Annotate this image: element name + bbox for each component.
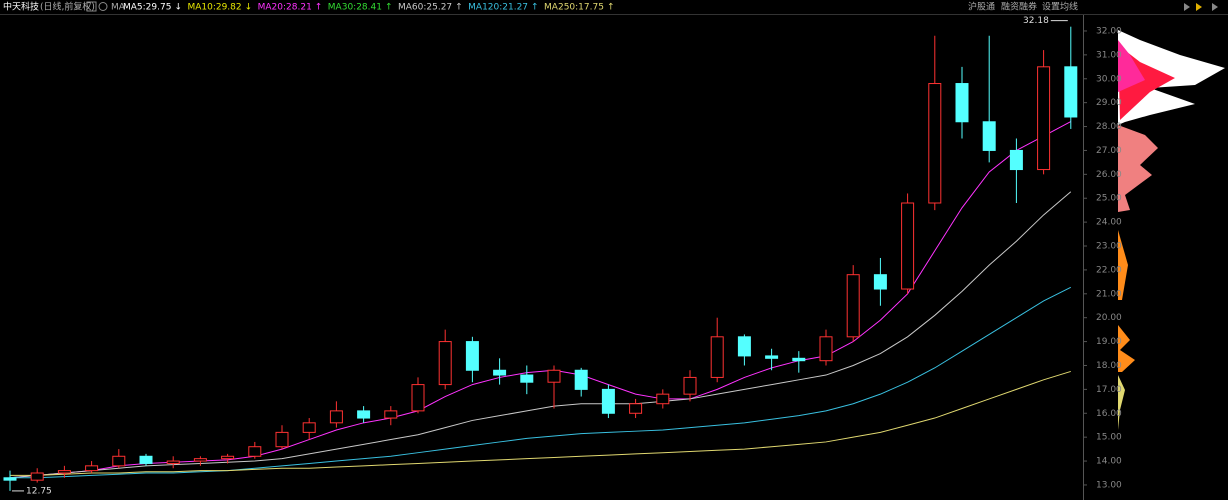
candle-body bbox=[193, 458, 207, 462]
candle-body bbox=[139, 455, 153, 464]
candle-body bbox=[30, 472, 44, 481]
candle-body bbox=[465, 341, 479, 371]
legend-arrow: ↓ bbox=[245, 3, 253, 13]
legend-entry: MA20:28.21 bbox=[258, 3, 312, 13]
candle-body bbox=[166, 460, 180, 464]
legend-entry: MA30:28.41 bbox=[328, 3, 382, 13]
candle-body bbox=[1064, 66, 1078, 118]
candle-body bbox=[629, 403, 643, 414]
candle-body bbox=[438, 341, 452, 386]
y-tick-label: 27.00 bbox=[1096, 146, 1122, 156]
y-tick-label: 29.00 bbox=[1096, 98, 1122, 108]
annotation: 32.18 bbox=[1023, 16, 1049, 26]
y-tick-label: 14.00 bbox=[1096, 457, 1122, 467]
candle-body bbox=[819, 336, 833, 362]
legend-entry: MA60:25.27 bbox=[398, 3, 452, 13]
candle-body bbox=[3, 477, 17, 481]
candle-body bbox=[846, 274, 860, 338]
candle-body bbox=[955, 83, 969, 123]
candle-body bbox=[574, 369, 588, 390]
candle-body bbox=[357, 410, 371, 419]
legend-arrow: ↓ bbox=[174, 3, 182, 13]
nav-icon[interactable] bbox=[1212, 3, 1218, 11]
candle-body bbox=[792, 357, 806, 362]
toolbar-item[interactable]: 融资融券 bbox=[1001, 1, 1037, 13]
help-icon[interactable] bbox=[86, 1, 97, 12]
ma-line bbox=[10, 370, 1071, 476]
legend-entry: MA5:29.75 bbox=[123, 3, 171, 13]
y-tick-label: 13.00 bbox=[1096, 480, 1122, 490]
y-tick-label: 18.00 bbox=[1096, 361, 1122, 371]
nav-icon[interactable] bbox=[1184, 3, 1190, 11]
y-tick-label: 28.00 bbox=[1096, 122, 1122, 132]
candle-body bbox=[112, 455, 126, 467]
candle-body bbox=[493, 369, 507, 376]
y-tick-label: 16.00 bbox=[1096, 409, 1122, 419]
y-tick-label: 31.00 bbox=[1096, 50, 1122, 60]
y-tick-label: 21.00 bbox=[1096, 289, 1122, 299]
candle-body bbox=[873, 274, 887, 290]
candle-body bbox=[520, 374, 534, 383]
settings-icon[interactable] bbox=[98, 2, 108, 11]
subtitle: (日线,前复权) bbox=[40, 1, 95, 13]
candle-body bbox=[901, 202, 915, 290]
candle-body bbox=[248, 446, 262, 457]
y-tick-label: 30.00 bbox=[1096, 74, 1122, 84]
candle-body bbox=[1009, 149, 1023, 171]
candle-body bbox=[302, 422, 316, 433]
legend-entry: MA10:29.82 bbox=[187, 3, 241, 13]
toolbar-item[interactable]: 沪股通 bbox=[968, 1, 995, 13]
y-tick-label: 25.00 bbox=[1096, 194, 1122, 204]
legend-arrow: ↑ bbox=[531, 3, 539, 13]
legend-arrow: ↑ bbox=[455, 3, 463, 13]
y-tick-label: 22.00 bbox=[1096, 265, 1122, 275]
y-tick-label: 24.00 bbox=[1096, 218, 1122, 228]
y-tick-label: 17.00 bbox=[1096, 385, 1122, 395]
candle-body bbox=[384, 410, 398, 419]
candle-body bbox=[1037, 66, 1051, 171]
annotation: 12.75 bbox=[26, 486, 52, 496]
candle-body bbox=[275, 431, 289, 448]
legend-arrow: ↑ bbox=[385, 3, 393, 13]
candle-body bbox=[928, 83, 942, 204]
ma-line bbox=[10, 286, 1072, 479]
candle-body bbox=[982, 121, 996, 151]
candle-body bbox=[85, 465, 99, 472]
stock-name: 中天科技 bbox=[3, 1, 39, 13]
y-tick-label: 32.00 bbox=[1096, 26, 1122, 36]
candle-body bbox=[765, 355, 779, 359]
y-tick-label: 20.00 bbox=[1096, 313, 1122, 323]
candle-body bbox=[601, 388, 615, 414]
volume-profile bbox=[1118, 30, 1225, 430]
y-tick-label: 15.00 bbox=[1096, 433, 1122, 443]
candle-body bbox=[221, 455, 235, 460]
candle-body bbox=[411, 384, 425, 412]
y-tick-label: 26.00 bbox=[1096, 170, 1122, 180]
legend-arrow: ↑ bbox=[607, 3, 615, 13]
y-tick-label: 23.00 bbox=[1096, 242, 1122, 252]
candle-body bbox=[737, 336, 751, 357]
legend-entry: MA120:21.27 bbox=[468, 3, 528, 13]
ma-line bbox=[9, 121, 1072, 479]
ma-line bbox=[9, 191, 1072, 479]
candle-body bbox=[329, 410, 343, 424]
candle-body bbox=[57, 470, 71, 474]
candle-body bbox=[710, 336, 724, 378]
toolbar-item[interactable]: 设置均线 bbox=[1042, 1, 1078, 13]
candle-body bbox=[683, 376, 697, 395]
nav-icon[interactable] bbox=[1196, 3, 1202, 11]
candle-body bbox=[547, 369, 561, 383]
legend-arrow: ↑ bbox=[315, 3, 323, 13]
ma-label: MA bbox=[111, 3, 126, 13]
candle-body bbox=[656, 393, 670, 405]
y-tick-label: 19.00 bbox=[1096, 337, 1122, 347]
legend-entry: MA250:17.75 bbox=[544, 3, 604, 13]
